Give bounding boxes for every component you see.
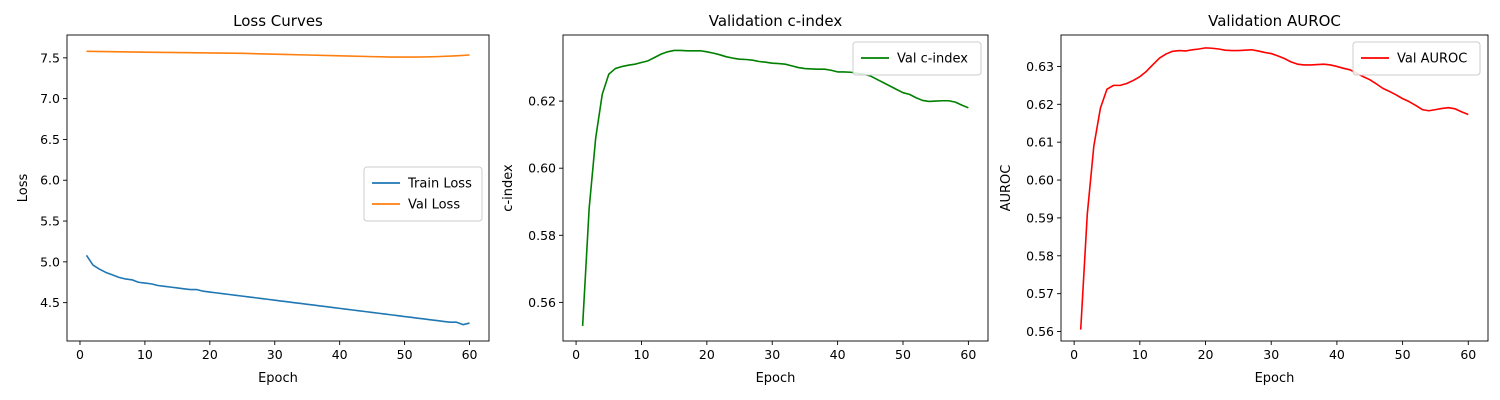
chart-title: Loss Curves [233,12,323,30]
y-tick-label: 0.56 [1026,324,1054,339]
plot-frame [1060,34,1489,342]
series-line-train-loss [85,254,470,326]
x-tick-label: 30 [764,347,780,362]
y-tick-label: 0.63 [1026,59,1054,74]
chart-panel-1: 0 10 20 30 40 50 60 4.5 5.0 5.5 6.0 6.5 7.0 7.5 Loss C… [16,12,490,386]
y-axis-label: Loss [16,174,31,203]
y-tick-label: 5.5 [40,214,60,229]
legend-label: Val c-index [897,52,968,67]
plot-frame [562,34,989,342]
x-tick-label: 0 [1070,347,1078,362]
x-tick-label: 20 [699,347,715,362]
chart-panel-3: 0 10 20 30 40 50 60 0.56 0.57 0.58 0.59 0.60 0.61 0.6… [999,12,1489,386]
chart-title: Validation AUROC [1208,12,1341,30]
y-tick-label: 6.5 [40,132,60,147]
chart-title: Validation c-index [709,12,843,30]
x-tick-label: 30 [1263,347,1279,362]
y-tick-label: 0.62 [528,94,556,109]
x-tick-label: 20 [202,347,218,362]
y-axis-label: c-index [501,164,516,212]
y-tick-label: 6.0 [40,173,60,188]
x-tick-label: 10 [1132,347,1148,362]
x-tick-label: 10 [137,347,153,362]
y-tick-label: 0.61 [1026,135,1054,150]
y-tick-label: 0.60 [528,161,556,176]
y-tick-label: 0.58 [1026,248,1054,263]
x-tick-label: 60 [960,347,976,362]
y-tick-label: 0.58 [528,228,556,243]
y-tick-label: 0.62 [1026,97,1054,112]
x-tick-label: 10 [634,347,650,362]
x-tick-label: 50 [1395,347,1411,362]
x-tick-label: 40 [830,347,846,362]
y-axis-label: AUROC [999,165,1014,212]
x-tick-label: 60 [462,347,478,362]
legend-box [852,41,982,76]
x-tick-label: 40 [1329,347,1345,362]
legend-label: Train Loss [407,177,472,192]
x-axis-label: Epoch [258,371,298,386]
y-tick-label: 0.59 [1026,210,1054,225]
legend: Train Loss Val Loss [363,166,483,222]
x-tick-label: 50 [397,347,413,362]
y-tick-label: 4.5 [40,295,60,310]
legend: Val AUROC [1352,41,1481,76]
x-tick-label: 0 [76,347,84,362]
series-line-val-c-index [581,49,969,326]
legend-box [363,166,483,222]
plot-frame [66,34,490,342]
y-tick-label: 7.5 [40,50,60,65]
legend-label: Val Loss [408,198,460,213]
y-tick-label: 7.0 [40,91,60,106]
series-line-val-loss [86,50,470,58]
series-line-val-auroc [1079,47,1469,330]
x-tick-label: 30 [267,347,283,362]
x-tick-label: 50 [895,347,911,362]
legend-box [1352,41,1481,76]
legend-label: Val AUROC [1397,52,1467,67]
chart-panel-2: 0 10 20 30 40 50 60 0.56 0.58 0.60 0.62 Validation … [501,12,989,386]
y-tick-label: 5.0 [40,254,60,269]
y-tick-label: 0.56 [528,295,556,310]
x-tick-label: 0 [572,347,580,362]
x-axis-label: Epoch [1255,371,1295,386]
legend: Val c-index [852,41,982,76]
x-tick-label: 60 [1460,347,1476,362]
y-tick-label: 0.57 [1026,286,1054,301]
x-axis-label: Epoch [756,371,796,386]
y-tick-label: 0.60 [1026,173,1054,188]
x-tick-label: 40 [332,347,348,362]
x-tick-label: 20 [1198,347,1214,362]
